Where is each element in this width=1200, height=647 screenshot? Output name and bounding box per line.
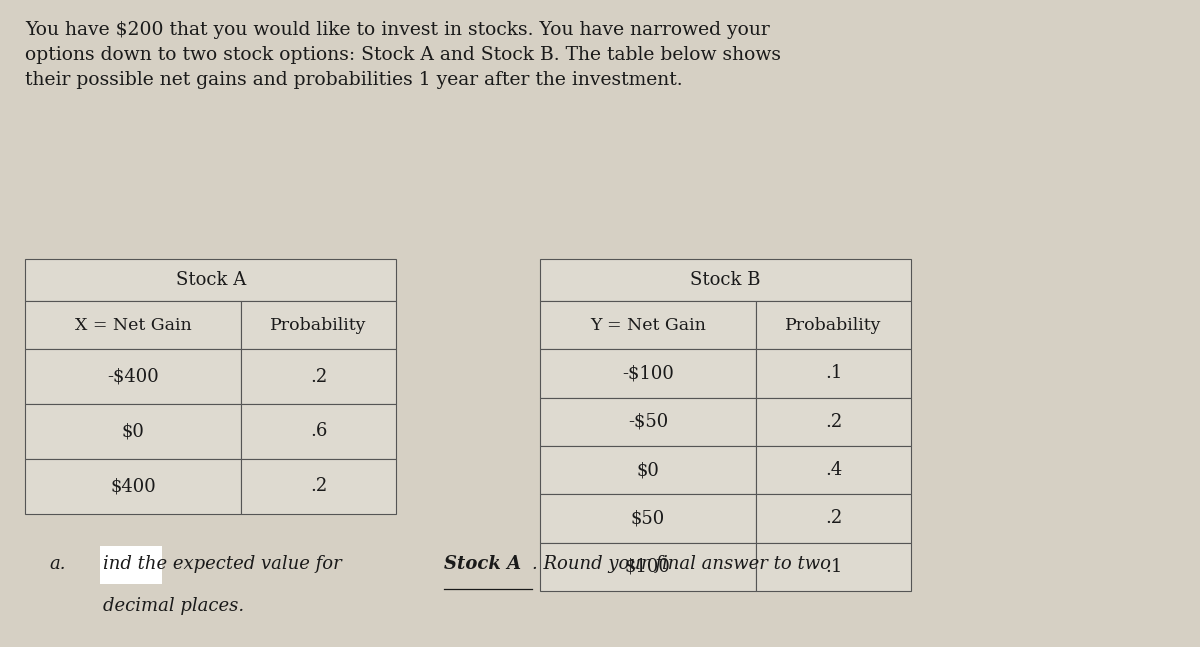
Text: $0: $0 [121, 422, 144, 441]
Bar [756, 349, 911, 398]
Text: $100: $100 [625, 558, 671, 576]
Bar [540, 398, 756, 446]
Text: decimal places.: decimal places. [103, 597, 245, 615]
Bar [25, 459, 241, 514]
Bar [540, 494, 756, 543]
Text: Y = Net Gain: Y = Net Gain [590, 316, 706, 334]
Text: You have $200 that you would like to invest in stocks. You have narrowed your
op: You have $200 that you would like to inv… [25, 21, 781, 89]
Text: -$50: -$50 [628, 413, 668, 431]
Bar [25, 349, 241, 404]
Bar [25, 404, 241, 459]
Text: Stock B: Stock B [690, 271, 761, 289]
Text: .2: .2 [310, 367, 328, 386]
Text: -$100: -$100 [622, 364, 674, 382]
Bar [540, 446, 756, 494]
Bar [756, 398, 911, 446]
Text: Probability: Probability [785, 316, 882, 334]
Text: .1: .1 [824, 558, 842, 576]
Bar [241, 301, 396, 349]
Bar [756, 301, 911, 349]
Bar [540, 301, 756, 349]
Bar [25, 301, 241, 349]
Text: Stock A: Stock A [444, 555, 522, 573]
Text: X = Net Gain: X = Net Gain [74, 316, 192, 334]
Bar [540, 349, 756, 398]
Bar [756, 543, 911, 591]
Text: $0: $0 [636, 461, 659, 479]
Bar [540, 543, 756, 591]
Text: .6: .6 [310, 422, 328, 441]
Text: Probability: Probability [270, 316, 367, 334]
Text: Stock A: Stock A [175, 271, 246, 289]
Bar [756, 494, 911, 543]
Bar [241, 349, 396, 404]
Text: .2: .2 [824, 413, 842, 431]
Bar [756, 446, 911, 494]
Bar [241, 459, 396, 514]
Bar [25, 259, 396, 301]
Text: .2: .2 [824, 509, 842, 527]
Bar [241, 404, 396, 459]
Text: .4: .4 [824, 461, 842, 479]
Text: $400: $400 [110, 477, 156, 495]
Text: .2: .2 [310, 477, 328, 495]
Text: .1: .1 [824, 364, 842, 382]
Text: a.: a. [49, 555, 66, 573]
Text: $50: $50 [631, 509, 665, 527]
Bar [100, 546, 162, 584]
Text: ind the expected value for: ind the expected value for [103, 555, 348, 573]
Text: . Round your final answer to two: . Round your final answer to two [532, 555, 830, 573]
Text: -$400: -$400 [107, 367, 158, 386]
Bar [540, 259, 911, 301]
